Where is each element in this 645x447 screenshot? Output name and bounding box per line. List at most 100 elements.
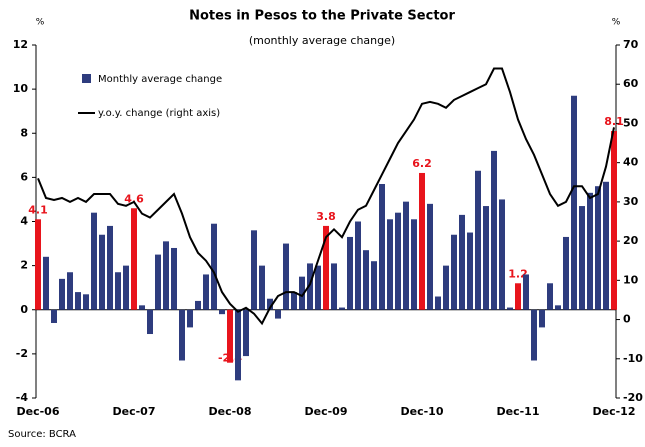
bar xyxy=(171,247,177,310)
bar xyxy=(451,234,457,310)
bar xyxy=(99,234,105,310)
bar xyxy=(251,230,257,310)
bar xyxy=(123,265,129,310)
bar xyxy=(219,309,225,315)
bar xyxy=(435,296,441,310)
y-tick-label: 12 xyxy=(13,38,28,51)
bar xyxy=(155,254,161,310)
bar xyxy=(563,236,569,310)
bar xyxy=(411,219,417,310)
y2-tick-label: 30 xyxy=(623,195,639,208)
bar xyxy=(195,300,201,310)
bar xyxy=(467,232,473,310)
bar xyxy=(235,309,241,381)
bar xyxy=(203,274,209,310)
bar xyxy=(395,212,401,310)
bar xyxy=(59,278,65,310)
bar xyxy=(555,305,561,310)
y2-tick-label: 10 xyxy=(623,273,639,286)
y-tick-label: 2 xyxy=(20,259,28,272)
bar xyxy=(571,95,577,310)
bar xyxy=(323,225,329,310)
bar xyxy=(443,265,449,310)
bar xyxy=(587,192,593,310)
x-tick-label: Dec-12 xyxy=(593,405,636,418)
data-label: 3.8 xyxy=(316,210,336,223)
bar xyxy=(595,186,601,310)
bar xyxy=(515,283,521,310)
bar xyxy=(283,243,289,310)
data-label: 4.6 xyxy=(124,192,144,205)
source: Source: BCRA xyxy=(8,429,76,440)
y-tick-label: 6 xyxy=(20,170,28,183)
y2-tick-label: 50 xyxy=(623,116,639,129)
y-tick-label: 10 xyxy=(13,82,29,95)
bar xyxy=(259,265,265,310)
y-axis-label: % xyxy=(36,18,45,28)
bar xyxy=(403,201,409,310)
bar xyxy=(147,309,153,335)
bar xyxy=(243,309,249,357)
bar xyxy=(427,203,433,310)
bar xyxy=(267,298,273,310)
y-tick-label: 4 xyxy=(20,215,28,228)
bar xyxy=(611,131,617,310)
bar xyxy=(539,309,545,328)
bar xyxy=(291,292,297,310)
y2-tick-label: -20 xyxy=(623,391,643,404)
bar xyxy=(227,309,233,363)
legend-swatch xyxy=(82,74,91,83)
bar xyxy=(523,274,529,310)
bar xyxy=(91,212,97,310)
bar xyxy=(211,223,217,310)
bar xyxy=(115,272,121,310)
y-tick-label: -4 xyxy=(16,391,29,404)
y-tick-label: 0 xyxy=(20,303,28,316)
bar xyxy=(75,292,81,310)
bar xyxy=(131,208,137,310)
y2-tick-label: 20 xyxy=(623,234,639,247)
y2-axis-label: % xyxy=(612,18,621,28)
bar xyxy=(275,309,281,319)
bar xyxy=(507,307,513,310)
x-tick-label: Dec-06 xyxy=(17,405,60,418)
bar xyxy=(307,263,313,310)
bar xyxy=(51,309,57,323)
bar xyxy=(371,261,377,310)
x-tick-label: Dec-10 xyxy=(401,405,444,418)
bar xyxy=(603,181,609,310)
bar xyxy=(163,241,169,310)
bar xyxy=(139,305,145,310)
bar xyxy=(363,250,369,310)
bar xyxy=(179,309,185,361)
y2-tick-label: -10 xyxy=(623,352,643,365)
legend-label: y.o.y. change (right axis) xyxy=(98,108,220,119)
bar xyxy=(347,236,353,310)
y2-tick-label: 40 xyxy=(623,156,639,169)
bar xyxy=(315,265,321,310)
bar xyxy=(547,283,553,310)
bar xyxy=(43,256,49,310)
data-label: 1.2 xyxy=(508,267,528,280)
x-tick-label: Dec-11 xyxy=(497,405,540,418)
bar xyxy=(499,199,505,310)
bar xyxy=(531,309,537,361)
bar xyxy=(35,219,41,310)
y2-tick-label: 0 xyxy=(623,313,631,326)
bar xyxy=(107,225,113,310)
data-label: 8.1 xyxy=(604,115,624,128)
bar xyxy=(339,307,345,310)
bar xyxy=(459,214,465,310)
x-tick-label: Dec-07 xyxy=(113,405,156,418)
bar xyxy=(187,309,193,328)
data-label: 6.2 xyxy=(412,157,432,170)
bar xyxy=(67,272,73,310)
bar xyxy=(491,150,497,310)
line xyxy=(37,67,615,326)
bar xyxy=(331,263,337,310)
bar xyxy=(475,170,481,310)
data-label: 4.1 xyxy=(28,203,48,216)
bar xyxy=(387,219,393,310)
bar xyxy=(355,221,361,310)
bar xyxy=(299,276,305,310)
